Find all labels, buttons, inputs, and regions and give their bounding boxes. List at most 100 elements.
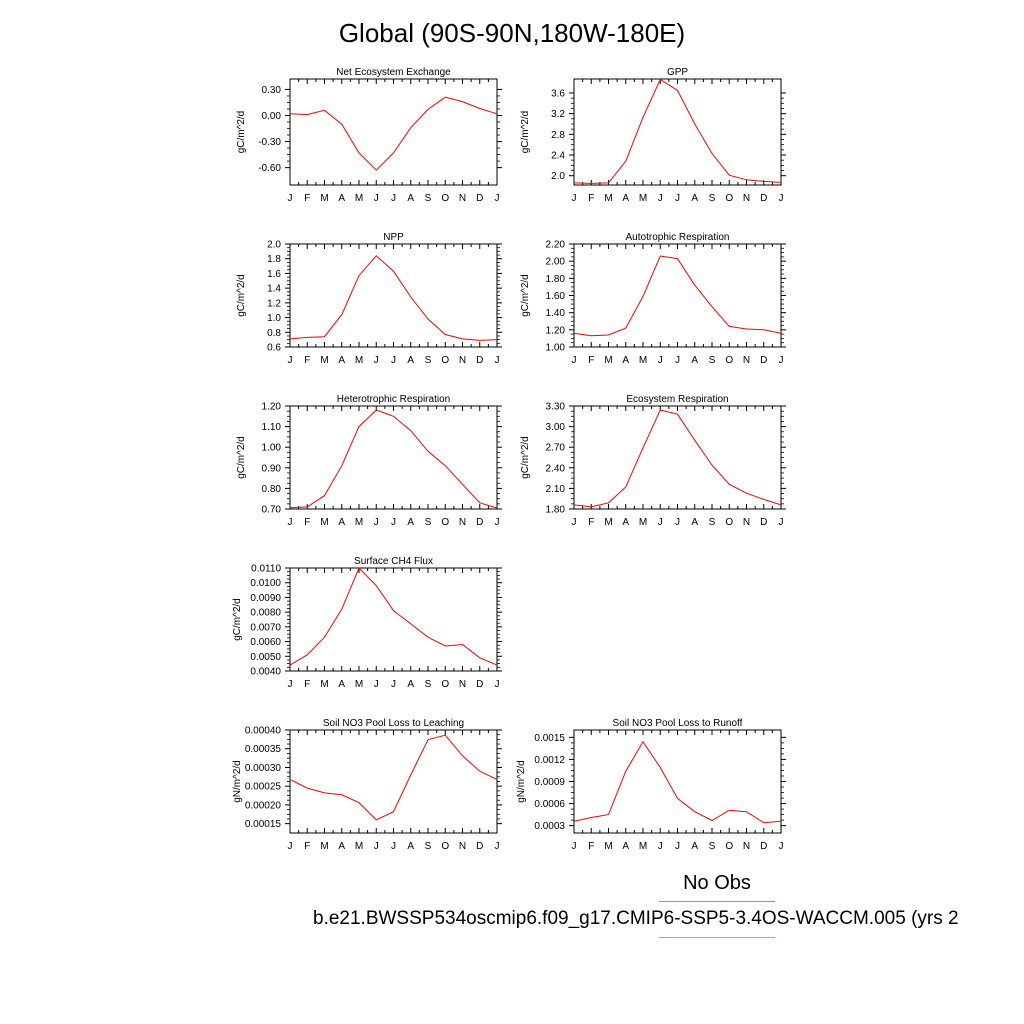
y-tick-label: 1.20 (262, 402, 282, 413)
y-tick-label: 0.30 (262, 85, 282, 96)
x-tick-label: M (604, 193, 612, 204)
y-tick-label: 1.00 (546, 343, 566, 354)
y-tick-label: 0.0040 (250, 667, 281, 678)
x-tick-label: M (355, 193, 363, 204)
y-tick-label: 0.00030 (245, 763, 282, 774)
y-tick-label: 1.80 (546, 505, 566, 516)
x-tick-label: S (425, 355, 432, 366)
y-tick-label: -0.30 (258, 137, 281, 148)
x-tick-label: J (675, 841, 680, 852)
legend-model-label: b.e21.BWSSP534oscmip6.f09_g17.CMIP6-SSP5… (313, 908, 959, 929)
x-tick-label: M (355, 679, 363, 690)
x-tick-label: J (288, 679, 293, 690)
x-tick-label: M (320, 355, 328, 366)
x-tick-label: M (355, 355, 363, 366)
plot-frame (573, 729, 782, 834)
x-tick-label: O (441, 193, 449, 204)
x-tick-label: A (622, 355, 629, 366)
plot-frame (289, 243, 498, 348)
x-tick-label: J (391, 517, 396, 528)
y-axis-label: gC/m^2/d (520, 436, 531, 479)
x-tick-label: M (639, 517, 647, 528)
y-tick-label: 1.0 (267, 313, 281, 324)
x-tick-label: N (459, 517, 466, 528)
x-tick-label: A (691, 517, 698, 528)
y-tick-label: 0.0015 (534, 733, 565, 744)
y-tick-label: 0.00035 (245, 744, 282, 755)
y-axis-label: gN/m^2/d (516, 760, 527, 803)
y-axis-label: gN/m^2/d (232, 760, 243, 803)
y-tick-label: 2.20 (546, 240, 566, 251)
x-tick-label: J (288, 193, 293, 204)
panel-title: Net Ecosystem Exchange (336, 67, 451, 78)
x-tick-label: A (622, 193, 629, 204)
x-tick-label: J (374, 841, 379, 852)
x-tick-label: J (288, 841, 293, 852)
y-tick-label: 0.00040 (245, 726, 282, 737)
x-tick-label: S (425, 841, 432, 852)
y-tick-label: 0.0070 (250, 622, 281, 633)
y-tick-label: 1.60 (546, 291, 566, 302)
y-tick-label: 0.0090 (250, 593, 281, 604)
x-tick-label: O (725, 517, 733, 528)
y-tick-label: 1.8 (267, 254, 281, 265)
y-tick-label: 2.10 (546, 484, 566, 495)
x-tick-label: F (588, 841, 594, 852)
series-line-hr (289, 409, 498, 509)
x-tick-label: J (374, 517, 379, 528)
x-tick-label: J (495, 517, 500, 528)
series-line-runoff (573, 740, 782, 824)
y-tick-label: 2.0 (551, 171, 565, 182)
x-tick-label: J (572, 193, 577, 204)
x-tick-label: O (441, 679, 449, 690)
series-line-ch4 (289, 567, 498, 666)
plot-frame (289, 405, 498, 510)
x-tick-label: A (691, 193, 698, 204)
x-tick-label: N (743, 355, 750, 366)
x-tick-label: A (691, 355, 698, 366)
x-tick-label: J (374, 193, 379, 204)
y-tick-label: 1.4 (267, 284, 281, 295)
y-tick-label: 3.30 (546, 402, 566, 413)
y-tick-label: 1.80 (546, 274, 566, 285)
x-tick-label: S (425, 679, 432, 690)
y-tick-label: 0.0060 (250, 637, 281, 648)
x-tick-label: D (476, 679, 483, 690)
panel-title: GPP (667, 67, 688, 78)
y-tick-label: 0.0012 (534, 755, 565, 766)
y-tick-label: 0.00020 (245, 800, 282, 811)
x-tick-label: N (743, 193, 750, 204)
y-tick-label: 0.0003 (534, 821, 565, 832)
x-tick-label: A (407, 517, 414, 528)
x-tick-label: A (622, 841, 629, 852)
x-tick-label: J (391, 193, 396, 204)
legend-obs-line (659, 901, 775, 902)
x-tick-label: F (304, 517, 310, 528)
y-axis-label: gC/m^2/d (236, 274, 247, 317)
x-tick-label: M (320, 517, 328, 528)
x-tick-label: J (779, 193, 784, 204)
x-tick-label: M (355, 517, 363, 528)
x-tick-label: J (495, 841, 500, 852)
x-tick-label: F (304, 193, 310, 204)
y-tick-label: 0.0110 (251, 564, 281, 575)
y-tick-label: 1.6 (267, 269, 281, 280)
x-tick-label: J (658, 841, 663, 852)
y-tick-label: 2.0 (267, 240, 281, 251)
legend-model-line (659, 937, 775, 938)
x-tick-label: S (425, 517, 432, 528)
x-tick-label: D (476, 193, 483, 204)
x-tick-label: J (374, 679, 379, 690)
x-tick-label: A (407, 193, 414, 204)
y-tick-label: 2.8 (551, 130, 565, 141)
figure-title: Global (90S-90N,180W-180E) (338, 18, 686, 48)
x-tick-label: S (425, 193, 432, 204)
x-tick-label: J (658, 517, 663, 528)
series-line-gpp (573, 78, 782, 184)
x-tick-label: N (743, 841, 750, 852)
x-tick-label: M (604, 841, 612, 852)
